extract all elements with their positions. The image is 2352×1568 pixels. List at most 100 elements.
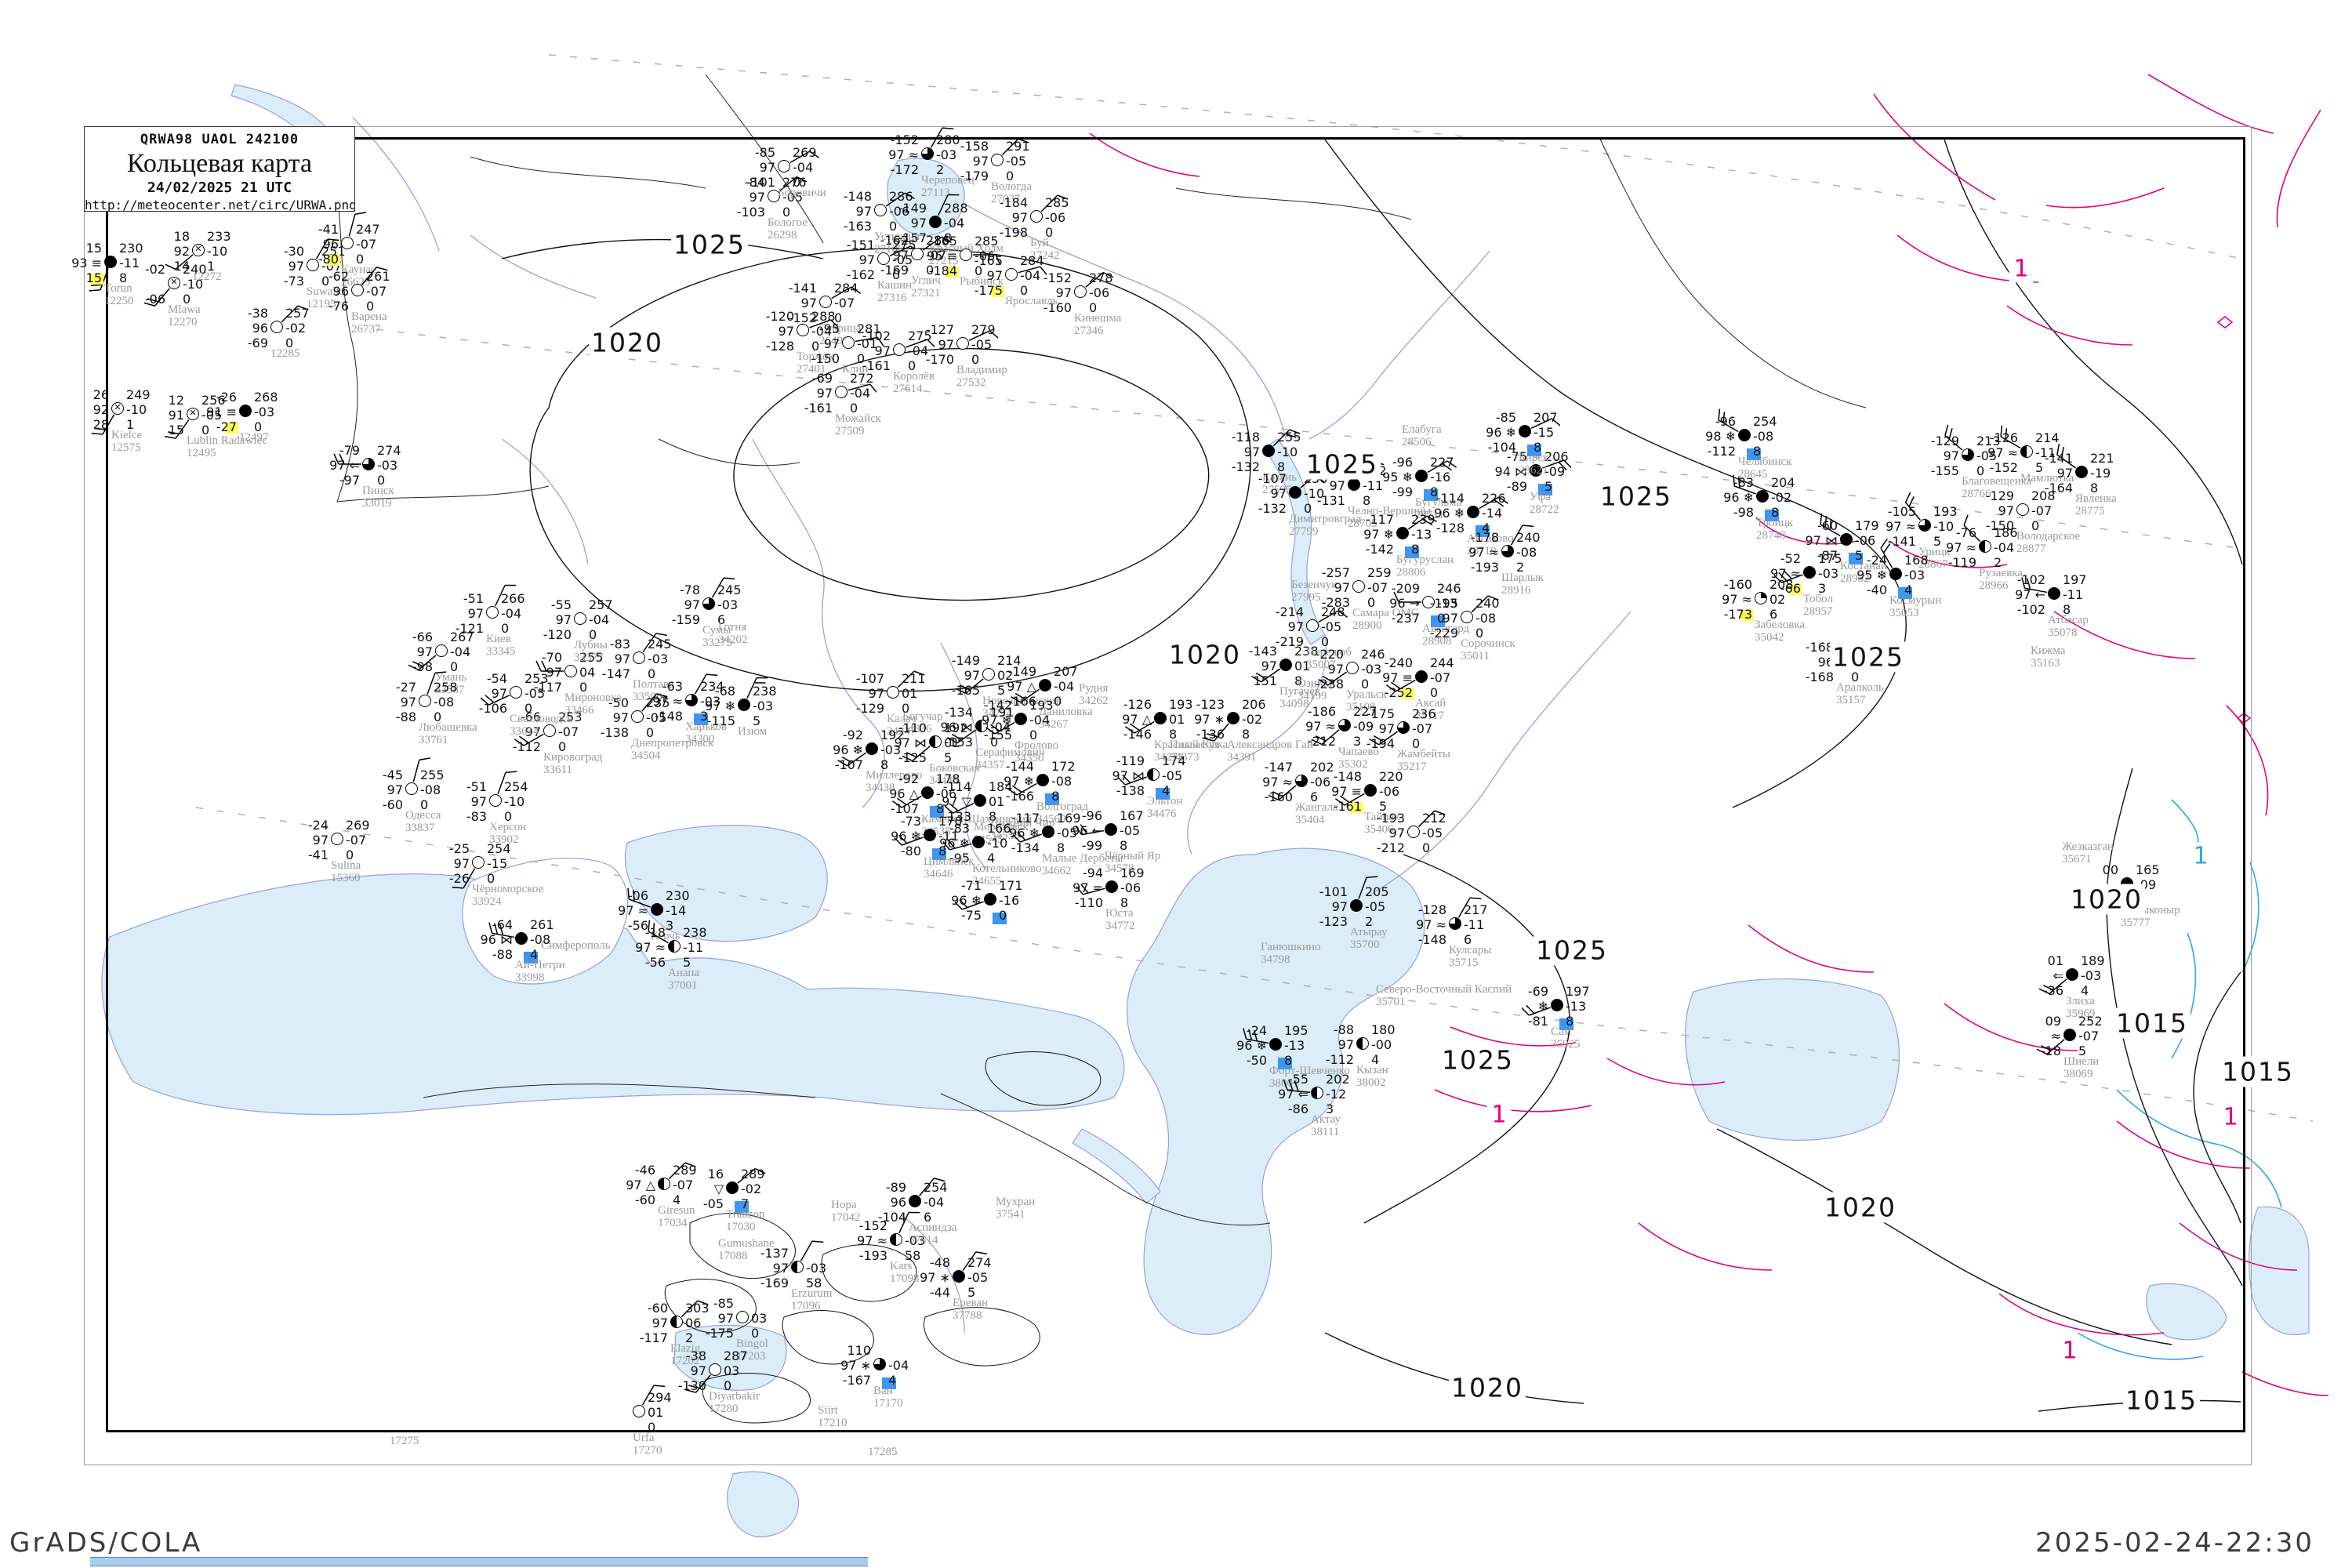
- cloud-cover-icon: [924, 829, 936, 841]
- cloud-cover-icon: [960, 249, 972, 261]
- station-value-tr: 286: [889, 189, 913, 204]
- station-value-mr: -05: [1120, 823, 1141, 838]
- station-value-bl: -106: [478, 701, 507, 716]
- blue-highlight-square: [930, 806, 944, 818]
- station-name-label: Мироновка 33466: [564, 691, 622, 717]
- station-value-tl: 09: [2045, 1014, 2061, 1029]
- station-value-br: 5: [683, 955, 691, 970]
- station-value-ml: 97: [546, 665, 562, 680]
- station-value-bl: -121: [455, 621, 484, 636]
- station-name-label: Боровичи: [778, 187, 826, 199]
- map-frame: [106, 137, 2245, 1432]
- station-value-mr: -13: [1437, 596, 1458, 611]
- station-value-mr: -04: [924, 1195, 945, 1210]
- station-value-tr: 272: [850, 371, 874, 386]
- station-value-br: 3: [700, 709, 709, 724]
- station-value-bl: -136: [1196, 727, 1225, 742]
- station-value-tr: 244: [1430, 655, 1454, 670]
- station-value-tl: -92: [842, 728, 863, 742]
- station-value-tr: 180: [1371, 1022, 1396, 1037]
- station-name-label: Ван 17170: [873, 1385, 903, 1410]
- station-value-bl: -44: [929, 1285, 950, 1300]
- station-name-label: 12285: [270, 347, 300, 360]
- station-value-ml: 97: [1329, 478, 1345, 493]
- station-value-ml: 97 ⋈: [1805, 533, 1838, 548]
- station-value-tr: 286: [926, 233, 950, 248]
- station-value-br: 0: [356, 252, 365, 267]
- station-value-br: 5: [1379, 799, 1388, 814]
- aral-sea: [1684, 978, 1900, 1141]
- station-value-tl: -60: [1817, 518, 1838, 533]
- station-value-ml: 97: [1943, 448, 1959, 463]
- station-value-bl: -179: [960, 169, 989, 183]
- station-value-ml: 96 ❄: [951, 893, 982, 908]
- station-value-br: 0: [1361, 677, 1370, 691]
- station-value-tr: 235: [646, 695, 670, 710]
- station-value-mr: -07: [926, 248, 947, 263]
- station-value-mr: -11: [119, 256, 140, 270]
- station-value-br: 0: [908, 358, 916, 373]
- station-value-br: 8: [119, 270, 128, 285]
- station-value-br: 2: [685, 1330, 694, 1345]
- station-value-tr: 275: [892, 238, 916, 252]
- station-value-ml: 97: [1378, 721, 1395, 736]
- cloud-cover-icon: [736, 1311, 749, 1323]
- station-name-label: Siirt 17210: [818, 1404, 848, 1429]
- station-value-tl: 26: [93, 387, 109, 402]
- borders-coasts: [328, 74, 1867, 1225]
- station-value-ml: 97: [749, 190, 765, 205]
- station-value-tr: 284: [1020, 253, 1044, 268]
- station-name-label: Рудня 34262: [1079, 682, 1109, 707]
- station-value-tl: -02: [144, 262, 165, 277]
- grads-credit: GrADS/COLA: [9, 1527, 203, 1559]
- blue-highlight-square: [1527, 445, 1541, 456]
- station-name-label: Пинск 33019: [362, 485, 394, 510]
- station-value-tr: 254: [487, 841, 511, 856]
- station-name-label: Космурын 35053: [1889, 594, 1942, 619]
- station-value-br: 58: [905, 1248, 921, 1263]
- station-value-bl: -104: [877, 1210, 906, 1225]
- station-value-ml: 97: [892, 248, 909, 263]
- station-value-tl: -06: [627, 888, 648, 903]
- isobar-label-1025: 1025: [1304, 448, 1381, 480]
- station-value-ml: 97: [816, 386, 833, 401]
- station-value-mr: -04: [589, 612, 610, 627]
- station-value-bl: -112: [512, 739, 541, 754]
- station-value-tl: -193: [1376, 811, 1405, 826]
- station-value-br: 0: [782, 205, 791, 220]
- isobar-label-1020: 1020: [589, 327, 666, 358]
- station-name-label: Богучар 34336: [902, 710, 943, 735]
- station-value-bl: -88: [492, 947, 513, 962]
- station-value-br: 0: [1437, 611, 1446, 626]
- station-value-tr: 208: [2031, 488, 2056, 503]
- station-value-br: 0: [183, 292, 191, 307]
- station-value-tl: -69: [811, 371, 833, 386]
- station-value-br: 4: [1162, 783, 1171, 798]
- station-value-bl: -169: [880, 263, 909, 278]
- station-value-ml: 97 △: [626, 1178, 655, 1192]
- station-value-tl: -25: [448, 841, 470, 856]
- station-value-mr: -05: [646, 710, 667, 725]
- cloud-cover-icon: [866, 742, 878, 755]
- station-value-tl: -96: [1715, 414, 1736, 429]
- station-value-tr: 230: [666, 888, 690, 903]
- station-value-bl: -120: [543, 627, 572, 642]
- station-name-label: Северо-Восточный Каспий 35701: [1376, 983, 1512, 1008]
- station-value-ml: 97 ≡: [1382, 670, 1413, 685]
- cloud-cover-icon: [2020, 445, 2033, 458]
- station-value-tl: -89: [885, 1180, 906, 1195]
- station-value-mr: -07: [2078, 1029, 2100, 1044]
- station-value-ml: ⇐: [2053, 968, 2063, 983]
- station-value-tl: 01: [2047, 953, 2063, 968]
- station-value-bl: -170: [925, 352, 954, 367]
- cloud-cover-icon: [1348, 478, 1360, 491]
- station-value-mr: -07: [834, 296, 855, 310]
- station-value-ml: 97: [1327, 662, 1344, 677]
- station-value-tr: 238: [1294, 644, 1319, 659]
- station-value-mr: -16: [1430, 470, 1451, 485]
- station-value-tr: 167: [1120, 808, 1144, 823]
- station-value-tl: -107: [855, 671, 884, 686]
- station-value-br: 0: [285, 336, 294, 350]
- station-value-ml: 97: [1261, 659, 1277, 673]
- cloud-cover-icon: [1396, 527, 1409, 539]
